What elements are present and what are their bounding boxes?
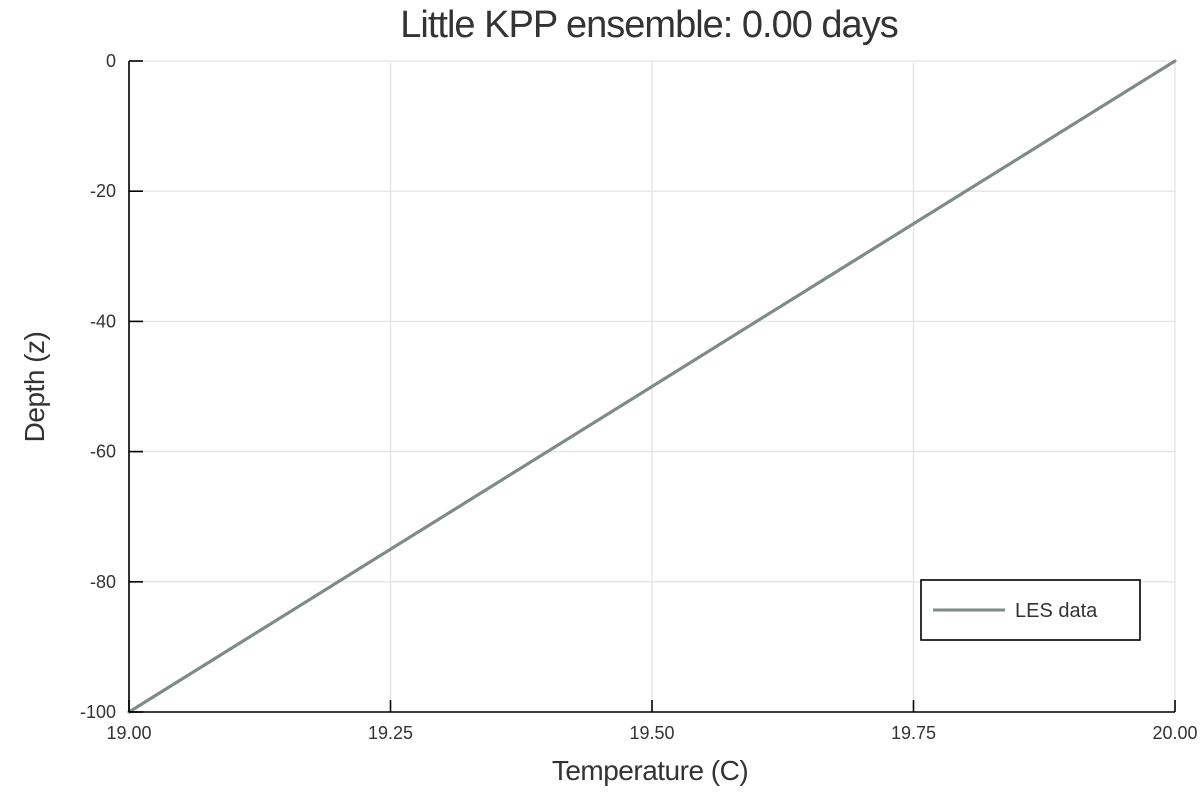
y-tick-label-1: -20 [90,181,116,201]
x-axis-label: Temperature (C) [552,755,748,786]
y-tick-label-2: -40 [90,311,116,331]
legend: LES data [920,579,1141,641]
y-axis-label: Depth (z) [19,332,50,443]
x-tick-label-4: 20.00 [1152,723,1197,743]
x-tick-label-0: 19.00 [106,723,151,743]
y-tick-label-5: -100 [80,702,116,722]
x-tick-label-2: 19.50 [629,723,674,743]
y-tick-label-4: -80 [90,572,116,592]
y-ticks: 0 -20 -40 -60 -80 -100 [80,51,143,722]
legend-label-les-data: LES data [1015,600,1098,622]
x-tick-label-1: 19.25 [368,723,413,743]
chart-title: Little KPP ensemble: 0.00 days [400,4,897,46]
series-group [127,59,1177,714]
y-tick-label-3: -60 [90,442,116,462]
y-tick-label-0: 0 [106,51,116,71]
x-tick-label-3: 19.75 [891,723,936,743]
x-ticks: 19.00 19.25 19.50 19.75 20.00 [106,700,1198,743]
series-line-0 [127,59,1177,714]
